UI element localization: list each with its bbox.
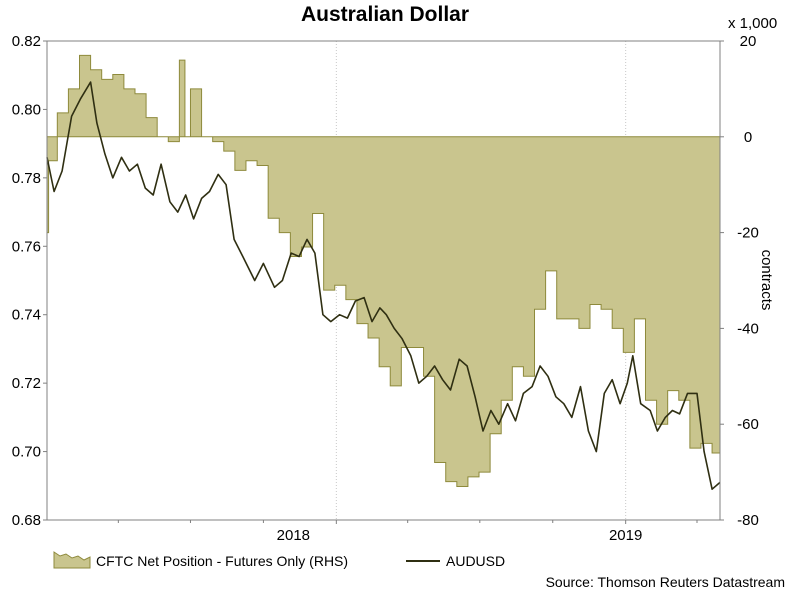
y-tick-label-0: 0.82 (12, 33, 41, 50)
y2-multiplier-label: x 1,000 (728, 15, 777, 32)
legend-swatch-cftc (53, 551, 91, 569)
x-tick-label-0: 2018 (277, 527, 310, 544)
legend-label-audusd: AUDUSD (446, 553, 505, 569)
audusd-line-layer (46, 81, 721, 491)
y2-axis-label: contracts (758, 250, 775, 311)
axes: 0.82 0.80 0.78 0.76 0.74 0.72 0.70 0.68 20 0 -20 -4… (12, 33, 759, 544)
y-tick-label-2: 0.78 (12, 170, 41, 187)
legend-item-cftc: CFTC Net Position - Futures Only (RHS) (53, 551, 348, 569)
y2-tick-label-3: -40 (737, 320, 759, 337)
x-tick-label-1: 2019 (609, 527, 642, 544)
grid (335, 41, 627, 520)
y-tick-label-7: 0.68 (12, 512, 41, 529)
y-tick-label-3: 0.76 (12, 238, 41, 255)
audusd-line (46, 81, 721, 491)
y2-tick-label-1: 0 (744, 129, 752, 146)
y-tick-label-4: 0.74 (12, 307, 41, 324)
y-tick-label-5: 0.72 (12, 375, 41, 392)
y2-tick-label-0: 20 (740, 33, 757, 50)
source-note: Source: Thomson Reuters Datastream (546, 574, 785, 590)
y2-tick-label-4: -60 (737, 416, 759, 433)
legend: CFTC Net Position - Futures Only (RHS) A… (53, 551, 505, 569)
y-tick-label-1: 0.80 (12, 101, 41, 118)
plot-frame (46, 40, 721, 521)
cftc-area-layer (46, 54, 721, 487)
cftc-area (46, 54, 721, 487)
chart-title: Australian Dollar (301, 3, 469, 26)
y2-tick-label-2: -20 (737, 225, 759, 242)
legend-label-cftc: CFTC Net Position - Futures Only (RHS) (96, 553, 348, 569)
y2-tick-label-5: -80 (737, 512, 759, 529)
legend-item-audusd: AUDUSD (406, 553, 505, 569)
y-tick-label-6: 0.70 (12, 444, 41, 461)
